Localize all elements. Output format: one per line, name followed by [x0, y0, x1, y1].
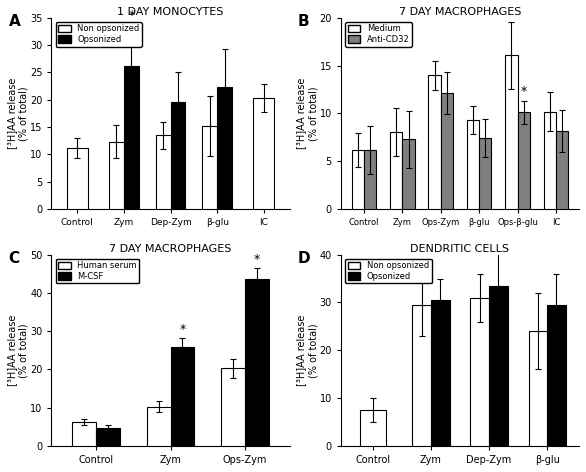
Bar [441, 93, 453, 209]
Bar [489, 286, 507, 446]
Text: B: B [298, 14, 309, 29]
Bar [96, 428, 120, 446]
Bar [245, 279, 269, 446]
Text: *: * [254, 253, 260, 266]
Text: *: * [520, 85, 527, 98]
Bar [156, 135, 171, 209]
Bar [547, 305, 565, 446]
Y-axis label: [³H]AA release
(% of total): [³H]AA release (% of total) [7, 78, 29, 149]
Bar [431, 300, 449, 446]
Title: 7 DAY MACROPHAGES: 7 DAY MACROPHAGES [399, 7, 521, 17]
Bar [352, 150, 364, 209]
Text: *: * [179, 323, 186, 336]
Bar [146, 406, 171, 446]
Bar [171, 102, 185, 209]
Bar [403, 139, 415, 209]
Y-axis label: [³H]AA release
(% of total): [³H]AA release (% of total) [7, 315, 29, 386]
Bar [413, 305, 431, 446]
Legend: Human serum, M-CSF: Human serum, M-CSF [56, 259, 139, 284]
Bar [254, 98, 274, 209]
Legend: Non opsonized, Opsonized: Non opsonized, Opsonized [345, 259, 431, 284]
Legend: Medium, Anti-CD32: Medium, Anti-CD32 [345, 22, 412, 47]
Bar [67, 148, 87, 209]
Bar [529, 331, 547, 446]
Text: D: D [298, 251, 311, 266]
Legend: Non opsonized, Opsonized: Non opsonized, Opsonized [56, 22, 142, 47]
Bar [109, 142, 124, 209]
Bar [360, 410, 386, 446]
Bar [202, 126, 217, 209]
Bar [72, 422, 96, 446]
Bar [479, 138, 492, 209]
Title: 7 DAY MACROPHAGES: 7 DAY MACROPHAGES [110, 244, 231, 254]
Bar [505, 55, 517, 209]
Bar [467, 120, 479, 209]
Title: 1 DAY MONOCYTES: 1 DAY MONOCYTES [117, 7, 224, 17]
Text: C: C [9, 251, 20, 266]
Bar [217, 87, 232, 209]
Bar [544, 111, 556, 209]
Y-axis label: [³H]AA release
(% of total): [³H]AA release (% of total) [297, 78, 318, 149]
Text: *: * [128, 9, 134, 22]
Y-axis label: [³H]AA release
(% of total): [³H]AA release (% of total) [297, 315, 318, 386]
Bar [124, 66, 139, 209]
Bar [556, 131, 568, 209]
Bar [428, 75, 441, 209]
Text: A: A [9, 14, 21, 29]
Bar [364, 150, 376, 209]
Bar [517, 112, 530, 209]
Bar [171, 347, 195, 446]
Title: DENDRITIC CELLS: DENDRITIC CELLS [410, 244, 509, 254]
Bar [471, 298, 489, 446]
Bar [221, 368, 245, 446]
Bar [390, 132, 403, 209]
